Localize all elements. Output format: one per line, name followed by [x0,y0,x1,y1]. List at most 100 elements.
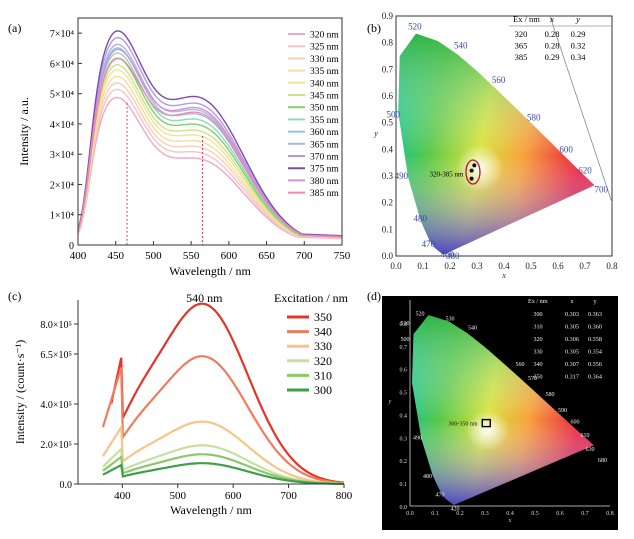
locus-label: 470 [436,493,445,499]
highlight-ellipse [465,159,481,185]
y-tick-label: 0.6 [400,368,408,374]
locus-label: 580 [546,392,555,398]
annotation-label: 300-350 nm [448,422,477,428]
series-line-0 [110,302,345,484]
table-cell: 320 [533,336,542,343]
table-cell: 330 [533,349,542,356]
table-cell: 310 [533,324,542,331]
series-line-1 [101,355,345,485]
table-header: Ex / nm [513,14,540,24]
x-tick-label: 650 [258,250,275,262]
y-tick-label: 6×10⁴ [50,59,75,70]
legend-label-1: 340 [314,325,332,339]
table-cell: 350 [533,374,542,381]
table-cell: 0.364 [588,374,602,381]
y-tick-label: 7×10⁴ [50,29,75,40]
table-cell: 0.29 [571,29,586,39]
panel-label-d: (d) [367,289,381,303]
y-tick-label: 6.5×10⁵ [40,350,72,361]
x-tick-label: 500 [145,250,162,262]
locus-label: 560 [516,362,525,368]
y-tick-label: 0.3 [400,436,408,442]
locus-label: 630 [586,447,595,453]
x-tick-label: 0.8 [606,511,614,517]
x-tick-label: 0.1 [417,261,428,271]
y-tick-label: 0.2 [400,459,408,465]
y-tick-label: 5×10⁴ [50,90,75,101]
y-tick-label: 0.0 [382,251,394,261]
y-tick-label: 0.0 [60,480,73,491]
y-tick-label: 0.8 [400,322,408,328]
x-tick-label: 0.5 [525,261,537,271]
locus-label: 510 [401,321,410,327]
table-header: x [549,14,554,24]
y-tick-label: 0 [69,241,74,252]
table-cell: 0.317 [565,374,579,381]
y-tick-label: 8.0×10⁵ [40,320,72,331]
table-cell: 0.305 [565,349,579,356]
x-tick-label: 600 [221,250,238,262]
x-tick-label: 0.6 [552,261,564,271]
plot-frame [395,15,613,257]
x-axis-label: Wavelength / nm [170,503,252,517]
locus-label: 490 [413,435,422,441]
y-tick-label: 0.8 [382,38,394,48]
locus-label: 540 [468,325,477,331]
chromaticity-shade [412,315,594,505]
y-tick-label: 0.3 [382,171,394,181]
legend-label-12: 380 nm [310,177,339,187]
series-line-1 [77,88,342,239]
legend-label-8: 360 nm [310,128,339,138]
chromaticity-shade [398,33,595,255]
table-header: y [593,298,597,305]
y-tick-label: 2.0×10⁵ [40,440,72,451]
table-header: Ex / nm [528,298,548,305]
x-tick-label: 0.8 [606,261,618,271]
legend-label-5: 345 nm [310,92,339,102]
panel-label-c: (c) [8,289,21,303]
series-line-13 [77,57,343,238]
y-tick-label: 4×10⁴ [50,120,75,131]
y-axis-label: y [388,399,392,405]
cie-point-2 [472,163,477,168]
y-tick-label: 1×10⁴ [50,211,75,222]
table-cell: 0.356 [588,361,602,368]
legend-label-0: 320 nm [310,31,339,41]
table-cell: 0.34 [571,52,587,62]
table-cell: 0.28 [545,29,560,39]
x-tick-label: 450 [107,250,124,262]
x-tick-label: 0.0 [390,261,402,271]
legend-label-5: 300 [314,383,332,397]
locus-label: 480 [414,214,428,224]
legend-label-13: 385 nm [310,189,339,199]
table-cell: 340 [533,361,542,368]
x-tick-label: 0.4 [506,511,514,517]
cie-point-0 [469,176,474,181]
x-tick-label: 550 [183,250,200,262]
y-tick-label: 0.5 [382,118,394,128]
series-line-2 [77,82,342,239]
locus-label: 620 [578,166,592,176]
locus-label: 610 [581,433,590,439]
locus-label: 680 [598,458,607,464]
chart-title: 540 nm [186,291,223,305]
locus-label: 380 [446,251,460,261]
legend-label-1: 325 nm [310,43,339,53]
x-tick-label: 0.7 [579,261,591,271]
legend-label-6: 350 nm [310,104,339,114]
legend-label-4: 340 nm [310,79,339,89]
locus-label: 590 [558,408,567,414]
y-tick-label: 0.1 [400,482,408,488]
y-tick-label: 0.7 [382,64,394,74]
x-tick-label: 0.1 [431,511,439,517]
locus-label: 490 [395,171,409,181]
table-cell: 300 [533,311,542,318]
x-tick-label: 500 [170,490,187,502]
panel-d: 0.0 0.1 0.2 0.3 0.4 0.5 0.6 0.7 0.80.00.10.20.30… [367,289,618,530]
x-tick-label: 0.2 [456,511,464,517]
panel-a: (a) 400 450 500 550 600 650 700 750 0 1×10⁴ 2×10⁴ 3×… [8,17,351,278]
legend-label-10: 370 nm [310,153,339,163]
series-line-6 [77,57,342,238]
x-tick-label: 0.6 [556,511,564,517]
